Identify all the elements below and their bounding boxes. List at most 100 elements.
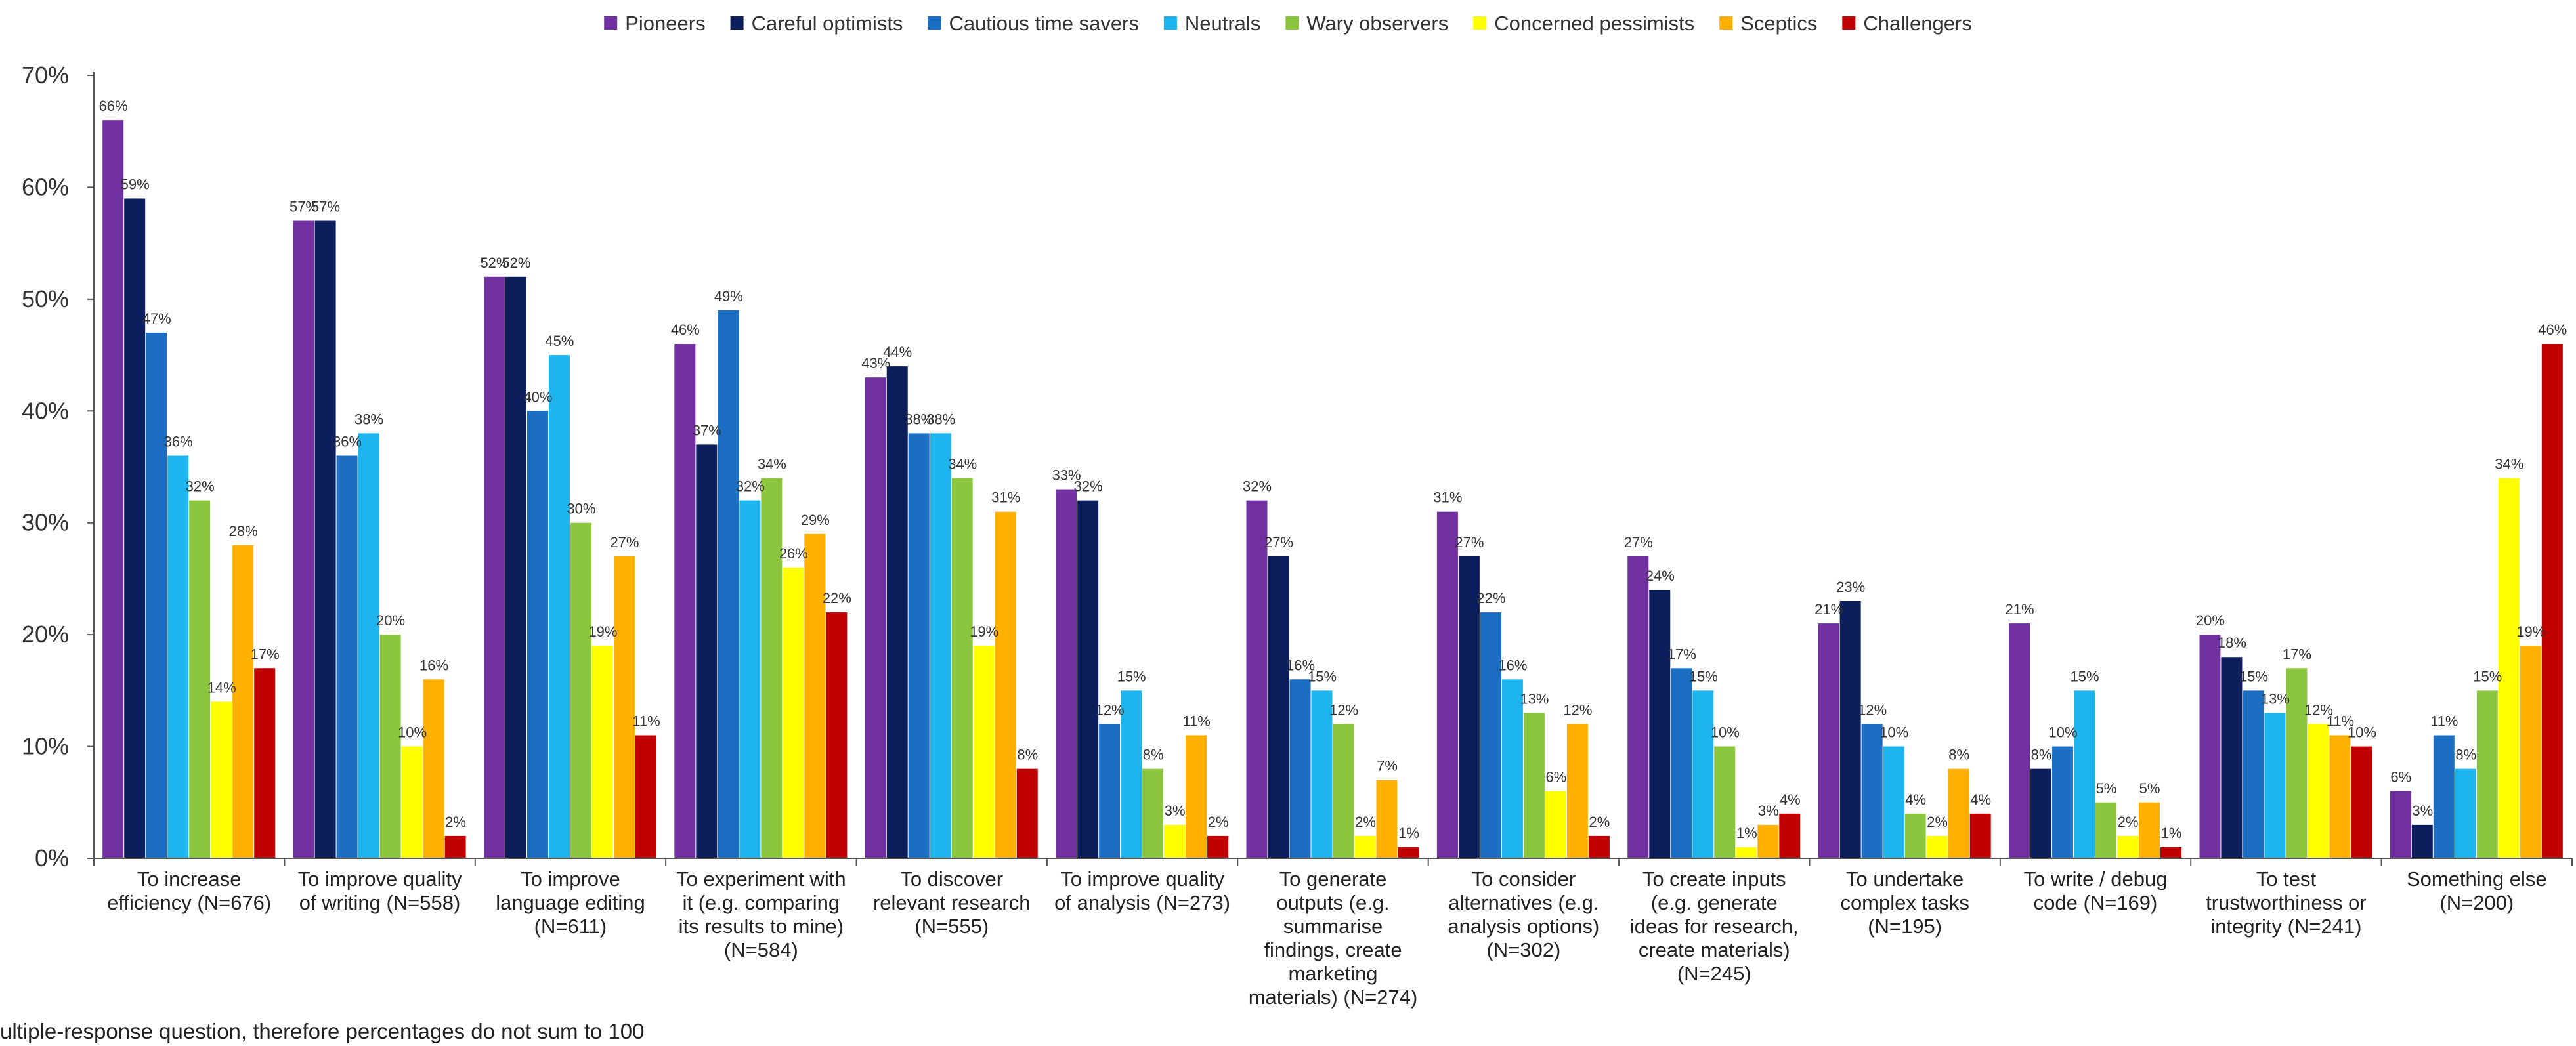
legend-item: Challengers: [1842, 12, 1972, 35]
data-label: 8%: [1143, 747, 1164, 763]
bar: [423, 679, 444, 858]
bar: [1692, 690, 1714, 858]
y-tick-label: 70%: [22, 62, 69, 89]
data-label: 12%: [2304, 701, 2333, 718]
y-tick-label: 20%: [22, 621, 69, 648]
data-label: 37%: [693, 422, 721, 438]
data-label: 8%: [2031, 747, 2052, 763]
data-label: 15%: [1117, 668, 1146, 684]
bar: [102, 120, 124, 859]
data-label: 15%: [2473, 668, 2502, 684]
bar: [2455, 768, 2476, 858]
bar: [1926, 835, 1948, 858]
bar: [1480, 612, 1501, 858]
bar: [1861, 724, 1883, 858]
bar: [2030, 768, 2052, 858]
y-tick-label: 0%: [35, 845, 69, 871]
data-label: 2%: [1589, 814, 1610, 830]
legend-label: Careful optimists: [752, 12, 903, 35]
bar: [1904, 813, 1926, 858]
data-label: 11%: [2327, 713, 2354, 730]
data-label: 12%: [1096, 701, 1125, 718]
category-label: To write / debug code (N=169): [2024, 868, 2168, 914]
bar: [591, 646, 613, 858]
data-label: 34%: [948, 456, 977, 472]
data-label: 2%: [1355, 814, 1376, 830]
y-tick-label: 40%: [22, 397, 69, 424]
data-label: 23%: [1836, 579, 1865, 595]
bar: [1376, 780, 1398, 858]
bar: [1333, 724, 1354, 858]
data-label: 21%: [1814, 601, 1843, 617]
data-label: 36%: [333, 433, 362, 450]
bar: [1969, 813, 1991, 858]
data-label: 16%: [419, 657, 448, 673]
data-label: 12%: [1329, 701, 1358, 718]
data-label: 59%: [121, 176, 150, 192]
bar: [1545, 791, 1566, 858]
data-label: 17%: [251, 646, 280, 662]
bar: [1077, 500, 1099, 858]
bar: [1458, 556, 1480, 858]
data-label: 11%: [632, 713, 660, 730]
bar: [761, 478, 783, 858]
category-label: To discover relevant research (N=555): [873, 868, 1031, 938]
bar: [1779, 813, 1801, 858]
bar: [1883, 746, 1904, 858]
bar: [1501, 679, 1523, 858]
bar: [1246, 500, 1268, 858]
bar: [2264, 713, 2286, 858]
bar: [865, 377, 886, 858]
data-label: 6%: [2390, 769, 2411, 785]
data-label: 10%: [1879, 724, 1908, 741]
bars: [102, 120, 2563, 859]
category-label: To generate outputs (e.g. summarise finding…: [1249, 868, 1418, 1009]
data-label: 46%: [671, 322, 700, 338]
data-label: 30%: [567, 501, 595, 517]
data-label: 17%: [1667, 646, 1696, 662]
bar: [2243, 690, 2264, 858]
data-label: 11%: [1182, 713, 1210, 730]
data-label: 21%: [2006, 601, 2034, 617]
data-label: 10%: [2348, 724, 2376, 741]
bar: [505, 276, 526, 858]
bar: [1099, 724, 1121, 858]
data-label: 2%: [2118, 814, 2139, 830]
bar: [674, 344, 696, 858]
bar: [1588, 835, 1610, 858]
bar: [146, 332, 167, 858]
data-label: 15%: [2071, 668, 2099, 684]
data-label: 10%: [1711, 724, 1740, 741]
data-label: 32%: [736, 478, 765, 495]
data-label: 33%: [1052, 467, 1081, 484]
bar: [2520, 646, 2541, 858]
data-label: 47%: [142, 310, 171, 327]
bar: [613, 556, 635, 858]
bar: [1164, 824, 1186, 858]
bar: [804, 533, 826, 858]
legend-swatch: [1163, 16, 1177, 30]
data-label: 15%: [1689, 668, 1718, 684]
y-tick-label: 60%: [22, 173, 69, 200]
legend-label: Cautious time savers: [949, 12, 1138, 35]
data-label: 22%: [1476, 590, 1505, 606]
data-label: 34%: [2495, 456, 2523, 472]
data-label: 4%: [1780, 791, 1801, 808]
footnote: ultiple-response question, therefore per…: [0, 1019, 645, 1043]
bar: [254, 668, 276, 858]
data-label: 38%: [905, 411, 934, 427]
bar: [124, 198, 146, 858]
data-label: 36%: [164, 433, 193, 450]
data-label: 66%: [99, 98, 128, 114]
data-label: 20%: [2196, 612, 2225, 629]
data-label: 17%: [2283, 646, 2311, 662]
bar: [570, 522, 591, 858]
bar: [1398, 847, 1419, 858]
data-label: 2%: [1208, 814, 1229, 830]
bar: [908, 433, 930, 858]
legend-label: Pioneers: [625, 12, 705, 35]
legend-swatch: [730, 16, 744, 30]
bar: [1948, 768, 1969, 858]
bar: [1207, 835, 1229, 858]
